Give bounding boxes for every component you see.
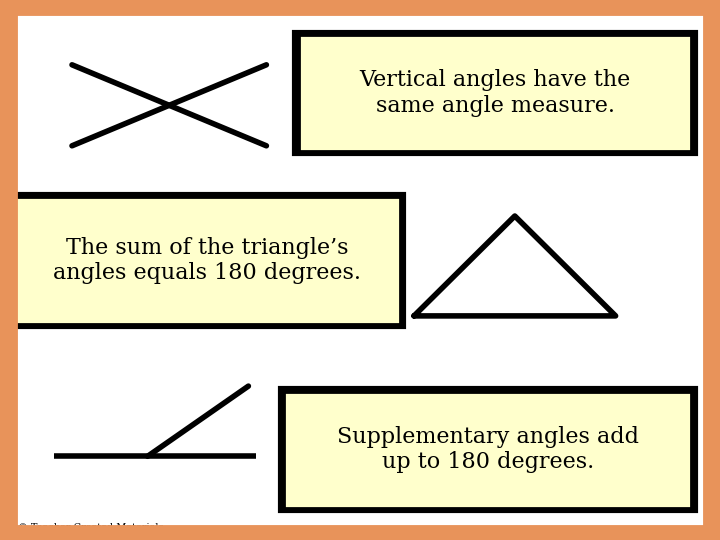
Text: Supplementary angles add
up to 180 degrees.: Supplementary angles add up to 180 degre…: [337, 426, 639, 473]
Text: The sum of the triangle’s
angles equals 180 degrees.: The sum of the triangle’s angles equals …: [53, 237, 361, 284]
FancyBboxPatch shape: [280, 388, 696, 511]
FancyBboxPatch shape: [10, 194, 404, 327]
FancyBboxPatch shape: [14, 197, 400, 324]
Text: Vertical angles have the
same angle measure.: Vertical angles have the same angle meas…: [359, 70, 631, 117]
FancyBboxPatch shape: [284, 392, 691, 508]
FancyBboxPatch shape: [294, 32, 696, 154]
Text: © Teacher Created Materials: © Teacher Created Materials: [18, 523, 163, 532]
FancyBboxPatch shape: [299, 35, 691, 151]
